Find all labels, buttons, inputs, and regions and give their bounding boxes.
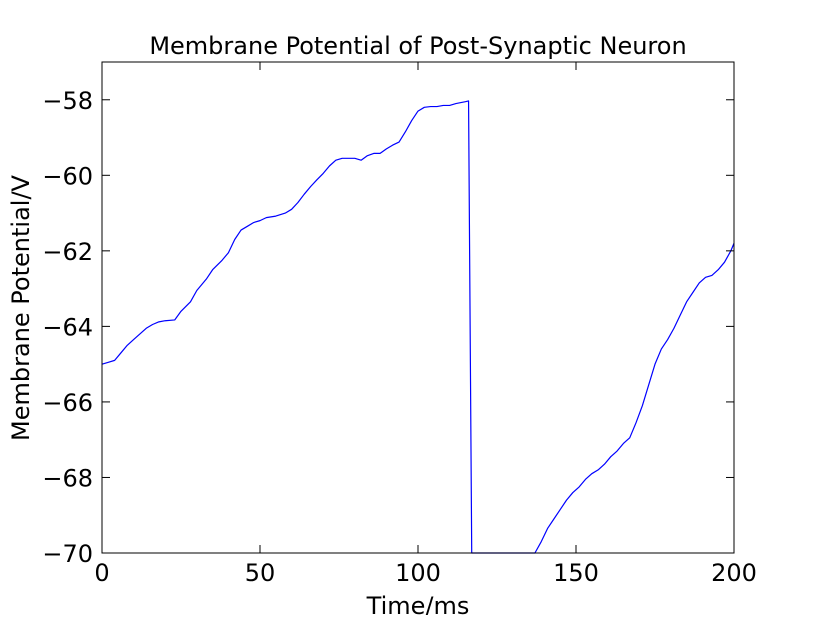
- x-tick-label: 0: [94, 559, 109, 587]
- y-tick-label: −58: [42, 87, 93, 115]
- y-tick-label: −68: [42, 464, 93, 492]
- axis-ticks: 0 50 100 150 200 −70 −68 −66 −64 −62 −60 −58: [42, 62, 757, 587]
- y-tick-label: −62: [42, 238, 93, 266]
- x-tick-label: 100: [395, 559, 441, 587]
- series-line-0: [101, 100, 735, 554]
- y-tick-label: −66: [42, 389, 93, 417]
- y-tick-label: −60: [42, 162, 93, 190]
- chart-title: Membrane Potential of Post-Synaptic Neur…: [149, 32, 686, 60]
- x-axis-label: Time/ms: [366, 592, 470, 615]
- plot-area: [101, 100, 735, 554]
- y-tick-label: −70: [42, 540, 93, 568]
- y-tick-label: −64: [42, 313, 93, 341]
- y-axis-label: Membrane Potential/V: [7, 174, 35, 440]
- x-tick-label: 150: [553, 559, 599, 587]
- x-tick-label: 200: [711, 559, 757, 587]
- x-tick-label: 50: [245, 559, 276, 587]
